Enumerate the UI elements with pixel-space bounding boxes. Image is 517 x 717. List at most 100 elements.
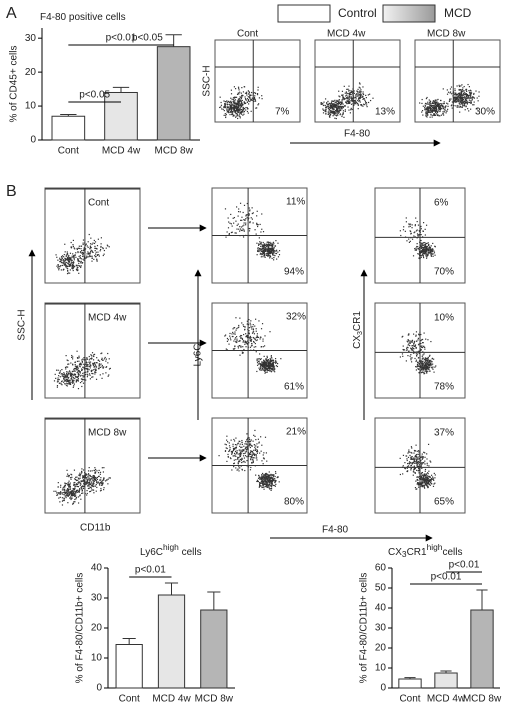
dot bbox=[470, 99, 472, 102]
dot bbox=[93, 353, 96, 356]
dot bbox=[415, 456, 417, 458]
dot bbox=[413, 469, 415, 471]
dot bbox=[422, 461, 424, 464]
dot bbox=[254, 465, 256, 467]
dot bbox=[256, 242, 258, 244]
dot bbox=[411, 345, 413, 347]
dot bbox=[241, 96, 243, 98]
dot bbox=[260, 369, 262, 371]
dot bbox=[424, 452, 426, 454]
dot bbox=[244, 326, 246, 328]
dot bbox=[349, 96, 351, 98]
dot bbox=[238, 103, 240, 105]
dot bbox=[426, 458, 428, 460]
dot bbox=[237, 106, 239, 109]
dot bbox=[241, 338, 244, 341]
dot bbox=[67, 262, 69, 265]
dot bbox=[269, 368, 271, 370]
dot bbox=[335, 106, 337, 108]
dot bbox=[237, 468, 239, 470]
dot bbox=[75, 380, 78, 382]
dot bbox=[77, 376, 79, 379]
dot bbox=[67, 475, 69, 477]
panel-letter: B bbox=[6, 183, 17, 200]
dot bbox=[90, 486, 92, 489]
dot bbox=[246, 437, 249, 439]
dot bbox=[254, 229, 256, 231]
dot bbox=[248, 96, 250, 98]
dot bbox=[229, 337, 232, 339]
dot bbox=[67, 380, 69, 382]
dot bbox=[69, 272, 71, 274]
dot bbox=[420, 242, 422, 244]
dot bbox=[360, 104, 363, 106]
dot bbox=[251, 99, 253, 101]
dot bbox=[422, 484, 424, 486]
dot bbox=[419, 231, 421, 233]
dot bbox=[229, 104, 232, 107]
dot bbox=[100, 489, 102, 491]
dot bbox=[225, 106, 227, 108]
dot bbox=[417, 367, 419, 370]
dot bbox=[64, 259, 66, 261]
dot bbox=[330, 109, 332, 111]
dot bbox=[431, 250, 433, 253]
dot bbox=[60, 260, 62, 263]
dot bbox=[339, 101, 341, 103]
dot bbox=[414, 225, 416, 227]
dot bbox=[469, 97, 471, 99]
dot bbox=[59, 376, 61, 378]
dot bbox=[232, 111, 234, 113]
dot bbox=[344, 105, 347, 107]
dot bbox=[424, 474, 426, 477]
dot bbox=[69, 371, 71, 373]
dot bbox=[425, 478, 427, 480]
dot bbox=[253, 449, 255, 451]
dot bbox=[237, 106, 240, 109]
dot bbox=[352, 94, 354, 96]
dot bbox=[239, 102, 241, 104]
dot bbox=[338, 107, 340, 109]
dot bbox=[254, 429, 256, 432]
dot bbox=[234, 107, 236, 109]
dot bbox=[458, 84, 460, 86]
dot bbox=[72, 370, 74, 372]
dot bbox=[418, 234, 420, 236]
dot bbox=[231, 469, 233, 471]
dot bbox=[220, 106, 222, 108]
dot bbox=[266, 365, 268, 368]
dot bbox=[244, 102, 246, 104]
dot bbox=[352, 91, 354, 94]
dot bbox=[230, 223, 232, 225]
dot bbox=[265, 362, 267, 364]
dot bbox=[428, 364, 430, 366]
dot bbox=[434, 110, 437, 112]
dot bbox=[420, 228, 422, 230]
dot bbox=[262, 366, 264, 368]
dot bbox=[96, 470, 98, 472]
dot bbox=[73, 494, 75, 496]
dot bbox=[57, 377, 59, 379]
dot bbox=[424, 477, 426, 479]
percent: 13% bbox=[375, 107, 395, 118]
dot bbox=[91, 376, 93, 378]
dot bbox=[233, 101, 235, 103]
dot bbox=[83, 482, 85, 485]
dot bbox=[426, 368, 428, 370]
dot bbox=[60, 259, 62, 261]
dot bbox=[350, 103, 353, 105]
dot bbox=[103, 477, 105, 479]
dot bbox=[93, 369, 95, 371]
dot bbox=[423, 244, 425, 246]
dot bbox=[89, 475, 91, 477]
dot bbox=[231, 98, 233, 100]
dot bbox=[417, 351, 419, 353]
dot bbox=[424, 473, 426, 475]
dot bbox=[78, 272, 80, 274]
dot bbox=[239, 226, 241, 228]
dot bbox=[460, 101, 462, 103]
dot bbox=[92, 251, 94, 254]
dot bbox=[267, 251, 270, 253]
dot bbox=[467, 95, 469, 98]
dot bbox=[63, 378, 65, 380]
